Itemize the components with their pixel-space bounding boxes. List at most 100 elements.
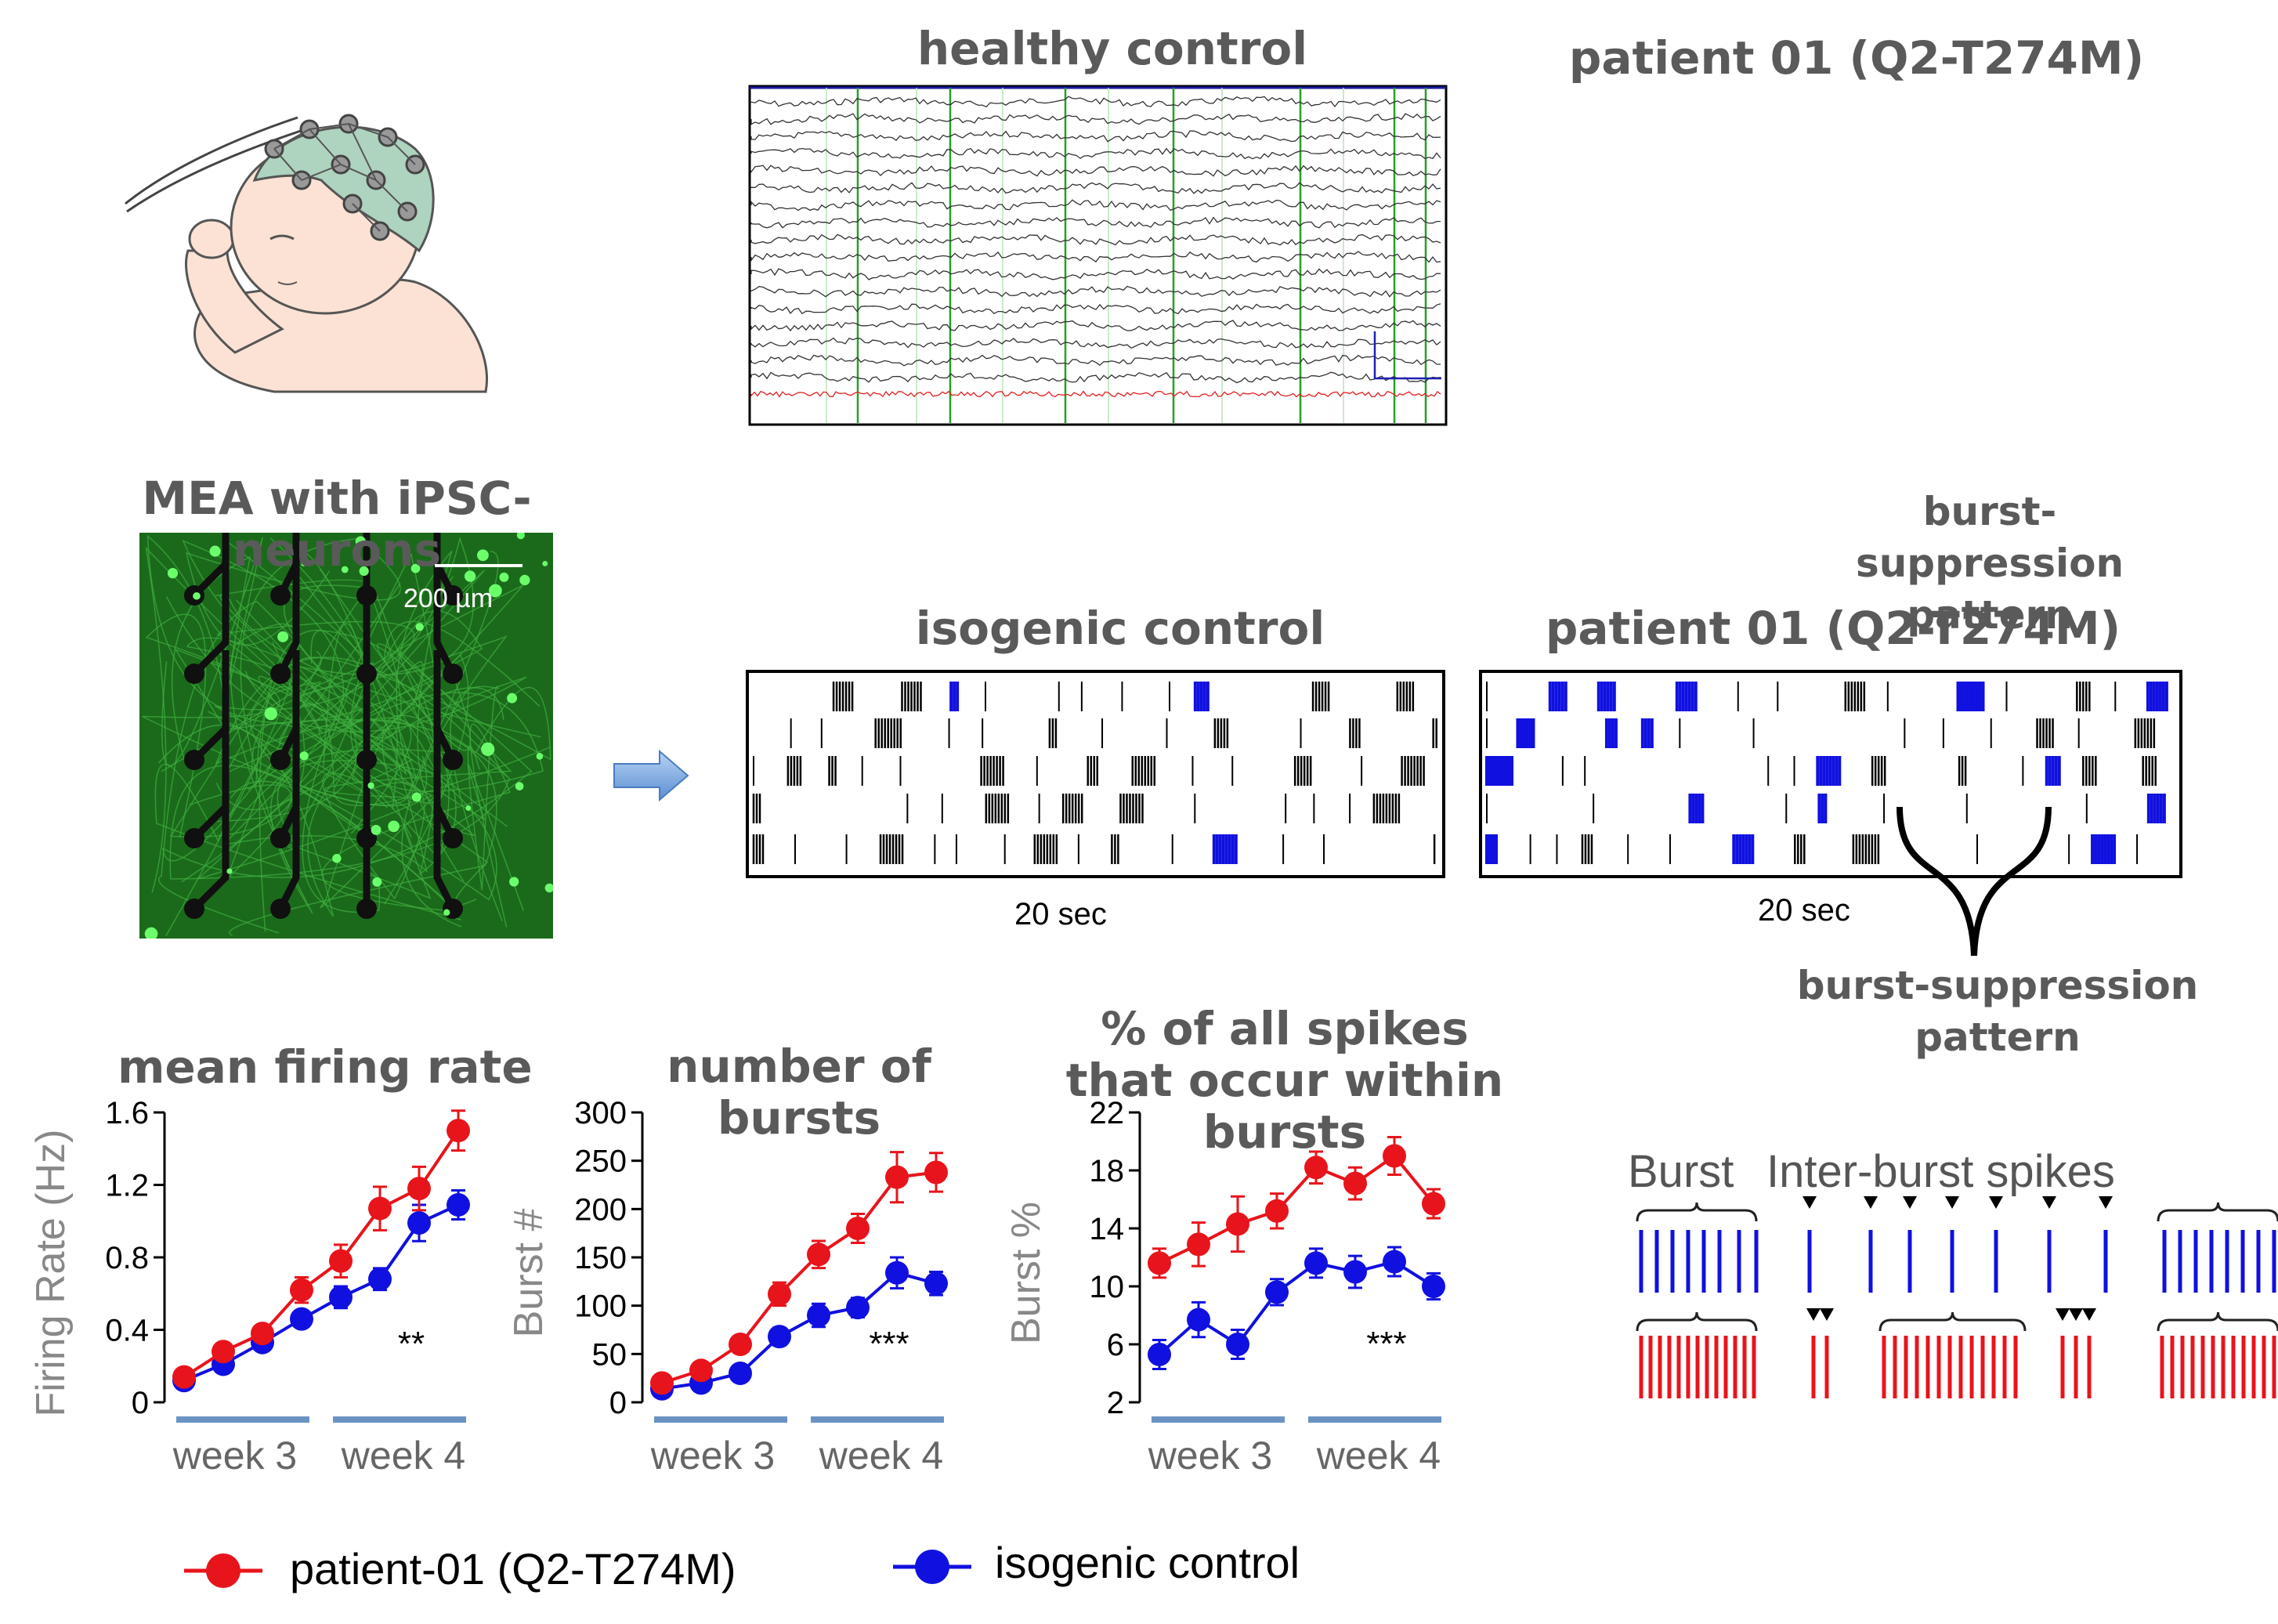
neuron-soma: [372, 877, 382, 887]
mea-electrode: [184, 750, 204, 770]
neuron-soma: [415, 623, 424, 631]
data-point: [447, 1119, 470, 1143]
brace: [1636, 1202, 1758, 1222]
neuron-soma: [193, 591, 201, 600]
burst-suppression-label-top: burst-suppression pattern: [1855, 489, 2124, 638]
eeg-channel: [750, 113, 1441, 125]
legend-patient-marker: [184, 1553, 262, 1588]
neuron-soma: [499, 572, 509, 582]
data-point: [1265, 1199, 1289, 1223]
mea-electrode-lead: [277, 799, 300, 911]
mea-electrode-lead: [433, 564, 457, 676]
neurite: [450, 685, 503, 921]
legend: patient-01 (Q2-T274M) isogenic control: [180, 1535, 1355, 1606]
data-point: [1343, 1171, 1367, 1195]
burst-schematic: [1636, 1196, 2278, 1398]
data-point: [729, 1362, 752, 1385]
neurite: [287, 562, 441, 909]
data-point: [1304, 1156, 1328, 1180]
eeg-red-channel: [750, 390, 1441, 398]
mea-electrode: [270, 585, 291, 606]
neuron-soma: [516, 533, 525, 540]
arrowhead: [1820, 1308, 1834, 1321]
mea-electrode: [443, 750, 463, 770]
data-point: [885, 1260, 909, 1285]
neurite: [197, 671, 504, 880]
arrowhead: [2056, 1308, 2070, 1321]
mea-electrode-lead: [191, 799, 230, 912]
burst-percent-chart: 2 6 10 14 18 22 Burst % week 3 week 4 ***: [1003, 1096, 1445, 1478]
eeg-channel: [750, 337, 1441, 349]
eeg-channel: [750, 182, 1441, 194]
y-tick-label: 0: [609, 1386, 627, 1420]
eeg-channel: [750, 233, 1441, 246]
y-tick-label: 200: [574, 1192, 627, 1227]
data-point: [1422, 1275, 1445, 1298]
mea-electrode: [443, 585, 463, 606]
neuron-soma: [277, 631, 289, 642]
neuron-soma: [209, 545, 221, 557]
neuron-soma: [536, 753, 544, 760]
y-tick-label: 150: [574, 1241, 627, 1275]
patient-eeg-title: patient 01 (Q2-T274M): [1568, 31, 2145, 85]
neurite: [186, 637, 417, 776]
eeg-channel: [750, 268, 1441, 280]
neuron-soma: [301, 561, 306, 566]
neurite: [258, 550, 476, 882]
mea-electrode: [184, 899, 204, 919]
arrowhead: [1806, 1308, 1821, 1321]
scale-bar-label: 200 µm: [403, 584, 494, 613]
isogenic-raster: [746, 670, 1445, 878]
neurite: [249, 570, 486, 844]
y-tick-label: 22: [1090, 1096, 1125, 1130]
data-point: [1148, 1342, 1171, 1366]
isogenic-raster-title: isogenic control: [915, 602, 1325, 655]
data-point: [846, 1217, 870, 1240]
neurite: [318, 653, 469, 905]
scale-bar: [435, 564, 522, 567]
neuron-soma: [515, 782, 524, 790]
patient-raster: [1479, 670, 2182, 878]
data-point: [1187, 1232, 1210, 1257]
neurite: [165, 623, 439, 937]
data-point: [1187, 1308, 1210, 1332]
y-tick-label: 14: [1090, 1212, 1125, 1246]
brace: [1878, 1311, 2027, 1332]
mea-electrode: [184, 664, 204, 684]
data-point: [729, 1333, 752, 1356]
eeg-channel: [750, 216, 1441, 229]
data-point: [329, 1249, 353, 1273]
eeg-channel: [750, 96, 1441, 108]
mea-electrode: [270, 899, 291, 919]
eeg-channel: [750, 371, 1441, 384]
neurite: [186, 537, 401, 869]
neuron-soma: [410, 563, 421, 573]
eeg-channel: [750, 354, 1441, 367]
data-point: [1148, 1251, 1171, 1275]
data-point: [1304, 1251, 1328, 1275]
mea-electrode: [356, 899, 377, 919]
mea-electrode-lead: [191, 564, 230, 677]
y-axis-label: Burst %: [1003, 1202, 1049, 1344]
schematic-burst-label: Burst: [1628, 1146, 1734, 1197]
data-point: [1383, 1250, 1406, 1274]
significance-marker: ***: [869, 1325, 909, 1363]
y-tick-label: 0.8: [105, 1241, 149, 1275]
y-tick-label: 0: [132, 1386, 149, 1420]
data-point: [1226, 1212, 1249, 1236]
eeg-channel: [750, 199, 1441, 212]
data-point: [212, 1340, 235, 1364]
neuron-soma: [264, 707, 278, 721]
eeg-channel: [750, 251, 1441, 263]
burst-suppression-label-bottom: burst-suppression pattern: [1796, 963, 2199, 1060]
data-point: [447, 1192, 470, 1217]
chart1-title: mean firing rate: [118, 1040, 533, 1094]
week-3-label: week 3: [1148, 1434, 1272, 1478]
week-4-label: week 4: [819, 1434, 943, 1478]
neurite: [324, 551, 512, 798]
data-point: [1265, 1280, 1289, 1304]
data-point: [1422, 1192, 1445, 1216]
y-tick-label: 100: [574, 1289, 627, 1324]
neurite: [161, 537, 264, 766]
data-point: [251, 1322, 274, 1346]
